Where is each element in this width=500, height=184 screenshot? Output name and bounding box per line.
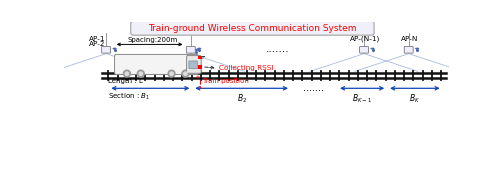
Text: Length : L: Length : L: [108, 78, 144, 84]
FancyBboxPatch shape: [102, 47, 110, 53]
Text: Section : $B_1$: Section : $B_1$: [108, 92, 150, 102]
Text: $B_2$: $B_2$: [236, 92, 246, 105]
Circle shape: [182, 70, 189, 77]
Circle shape: [139, 72, 142, 75]
Text: $B_{K-1}$: $B_{K-1}$: [352, 92, 372, 105]
Text: Spacing:200m: Spacing:200m: [127, 37, 178, 43]
Text: Collecting RSSI: Collecting RSSI: [220, 65, 274, 71]
FancyBboxPatch shape: [186, 56, 201, 73]
Circle shape: [168, 70, 175, 77]
FancyBboxPatch shape: [404, 47, 413, 53]
Circle shape: [184, 72, 187, 75]
Text: AP-1: AP-1: [89, 36, 106, 42]
FancyBboxPatch shape: [130, 21, 374, 35]
Text: AP-N: AP-N: [401, 36, 418, 42]
Circle shape: [124, 70, 130, 77]
FancyBboxPatch shape: [114, 54, 198, 75]
Text: .......: .......: [304, 83, 324, 93]
Text: $B_K$: $B_K$: [410, 92, 420, 105]
Text: .......: .......: [266, 44, 289, 54]
Circle shape: [138, 70, 144, 77]
FancyBboxPatch shape: [360, 47, 368, 53]
FancyBboxPatch shape: [198, 65, 202, 69]
FancyBboxPatch shape: [186, 47, 196, 53]
Text: AP-(N-1): AP-(N-1): [350, 36, 380, 42]
FancyBboxPatch shape: [189, 61, 198, 69]
Text: *: *: [196, 75, 200, 84]
Text: Train-ground Wireless Communication System: Train-ground Wireless Communication Syst…: [148, 24, 356, 33]
Circle shape: [125, 72, 128, 75]
FancyBboxPatch shape: [198, 56, 202, 59]
Text: AP-2: AP-2: [89, 41, 106, 47]
Text: Train position: Train position: [202, 78, 248, 84]
Circle shape: [170, 72, 173, 75]
